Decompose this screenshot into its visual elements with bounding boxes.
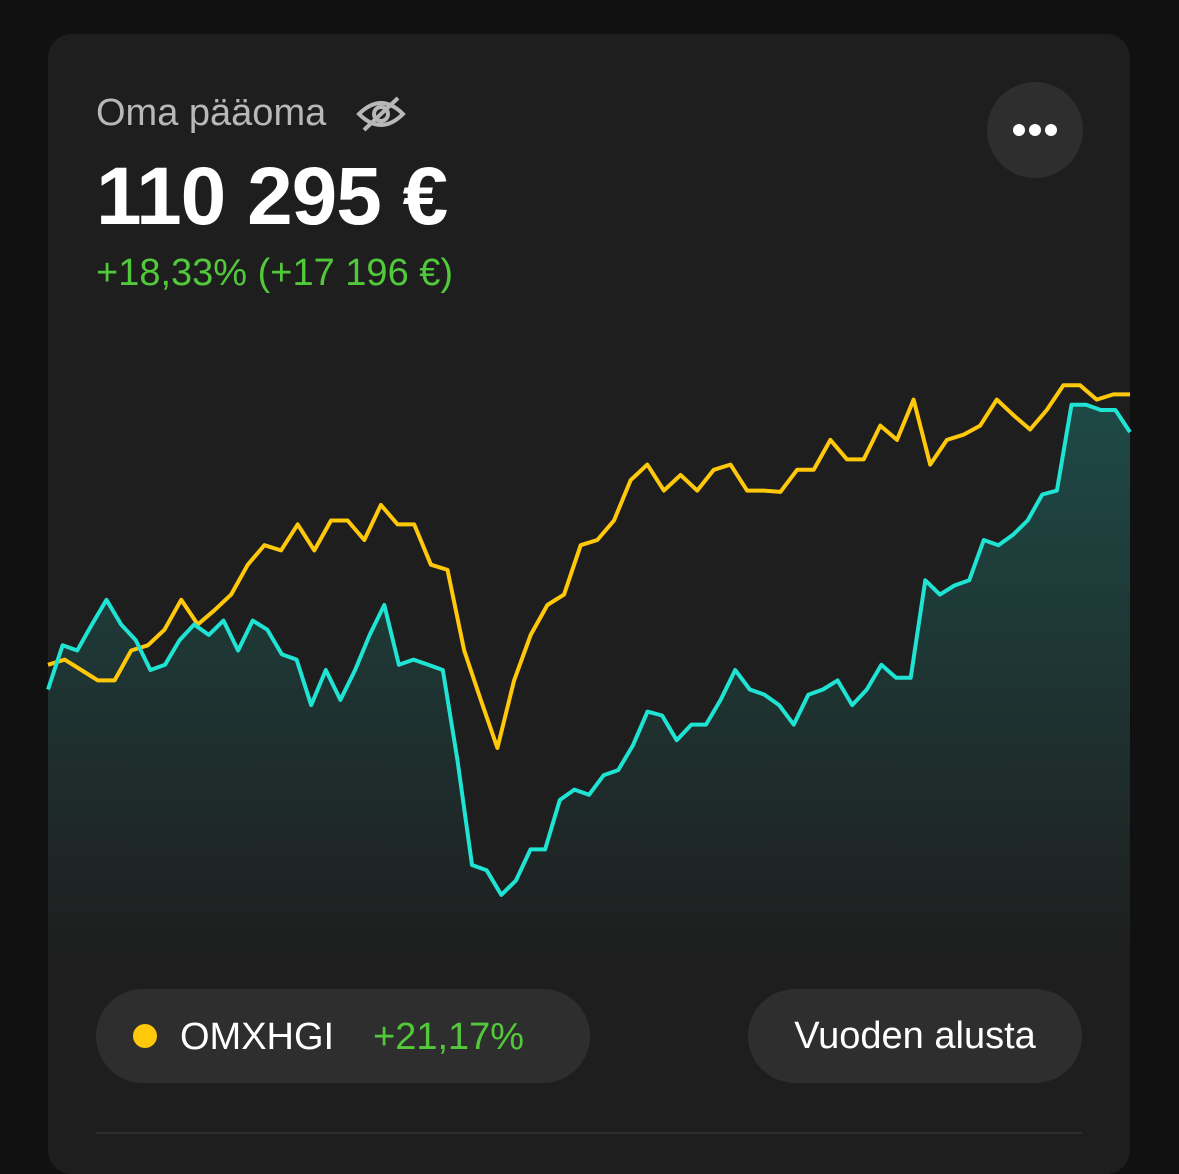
legend-name: OMXHGI bbox=[180, 1016, 334, 1058]
page: Oma pääoma 110 295 € +18,33% (+17 196 €)… bbox=[46, 34, 1132, 1174]
legend-dot bbox=[133, 1024, 157, 1048]
balance-change: +18,33% (+17 196 €) bbox=[96, 252, 454, 294]
benchmark-button[interactable]: OMXHGI +21,17% bbox=[96, 989, 590, 1083]
balance: 110 295 € bbox=[96, 151, 448, 242]
line bbox=[47, 383, 1130, 750]
legend-change: +21,17% bbox=[373, 1016, 524, 1058]
line bbox=[46, 402, 1132, 897]
area bbox=[48, 404, 1130, 960]
chart bbox=[46, 383, 1132, 960]
divider bbox=[96, 1132, 1082, 1134]
legend: OMXHGI +21,17% bbox=[133, 1016, 524, 1058]
hide-icon[interactable] bbox=[356, 96, 406, 132]
more-button[interactable] bbox=[987, 82, 1083, 178]
more-icon bbox=[1013, 124, 1057, 136]
title: Oma pääoma bbox=[96, 92, 327, 134]
period-button[interactable]: Vuoden alusta bbox=[748, 989, 1082, 1083]
